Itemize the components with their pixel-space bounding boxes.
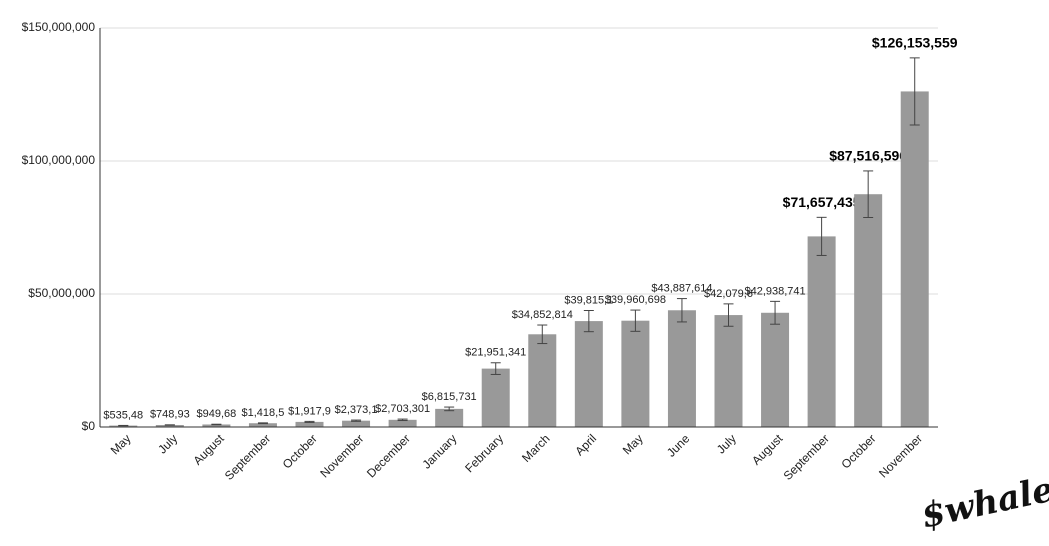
data-label: $21,951,341 — [465, 347, 526, 359]
data-label: $949,68 — [197, 408, 237, 420]
bar — [621, 320, 650, 427]
x-tick-label: November — [876, 431, 925, 480]
data-label: $42,938,741 — [744, 285, 805, 297]
error-bar — [723, 303, 734, 327]
data-label: $748,93 — [150, 409, 190, 421]
x-tick-label: August — [749, 431, 786, 468]
error-bar — [863, 170, 874, 218]
bar — [481, 368, 510, 427]
error-bar — [397, 418, 408, 422]
data-label: $42,079,6 — [704, 288, 753, 300]
data-label: $39,815,1 — [564, 294, 613, 306]
x-tick-label: October — [280, 431, 320, 471]
y-tick-label: $150,000,000 — [22, 20, 96, 34]
y-tick-label: $50,000,000 — [28, 286, 95, 300]
x-tick-label: September — [781, 431, 832, 482]
x-tick-label: April — [572, 431, 599, 458]
logo: $whale — [918, 470, 1049, 537]
x-tick-label: January — [419, 431, 459, 471]
data-label: $1,917,9 — [288, 405, 331, 417]
error-bar — [257, 422, 268, 425]
x-tick-label: June — [664, 431, 693, 460]
x-tick-label: August — [190, 431, 227, 468]
data-label: $2,703,301 — [375, 403, 430, 415]
error-bar — [351, 419, 362, 422]
data-label: $71,657,435 — [783, 194, 861, 210]
error-bar — [304, 420, 315, 423]
error-bar — [770, 300, 781, 325]
bar — [388, 419, 417, 427]
x-tick-label: November — [317, 431, 366, 480]
error-bar — [676, 298, 687, 323]
error-bar — [816, 216, 827, 256]
bar — [435, 408, 464, 427]
x-tick-label: May — [620, 431, 646, 457]
bar — [295, 421, 324, 427]
error-bar — [583, 310, 594, 333]
data-label: $2,373,1 — [335, 404, 378, 416]
bar — [574, 321, 603, 427]
x-tick-label: July — [714, 431, 739, 456]
bar — [900, 91, 929, 428]
x-tick-label: September — [222, 431, 273, 482]
data-label: $39,960,698 — [605, 294, 666, 306]
x-tick-label: July — [155, 431, 180, 456]
data-label: $34,852,814 — [512, 309, 573, 321]
bar — [155, 425, 184, 427]
data-label: $126,153,559 — [872, 35, 958, 51]
x-tick-label: December — [364, 431, 413, 480]
data-label: $43,887,614 — [651, 282, 712, 294]
bar — [528, 334, 557, 427]
error-bar — [537, 324, 548, 345]
x-tick-label: February — [462, 431, 506, 475]
bar — [342, 420, 371, 427]
y-tick-label: $0 — [82, 419, 96, 433]
x-tick-label: May — [108, 431, 134, 457]
bar — [109, 425, 138, 427]
data-label: $535,48 — [103, 409, 143, 421]
bar — [202, 424, 231, 427]
error-bar — [630, 309, 641, 332]
data-label: $1,418,5 — [242, 407, 285, 419]
bar — [667, 310, 696, 427]
bar — [714, 315, 743, 427]
data-label: $6,815,731 — [422, 391, 477, 403]
y-tick-label: $100,000,000 — [22, 153, 96, 167]
x-tick-label: March — [519, 431, 552, 464]
error-bar — [490, 362, 501, 375]
x-tick-label: October — [838, 431, 878, 471]
data-label: $87,516,596 — [829, 148, 907, 164]
error-bar — [211, 423, 222, 426]
bar — [807, 236, 836, 427]
bar — [761, 312, 790, 427]
error-bar — [909, 57, 920, 126]
error-bar — [444, 406, 455, 412]
bar — [248, 423, 277, 427]
bar — [854, 194, 883, 427]
